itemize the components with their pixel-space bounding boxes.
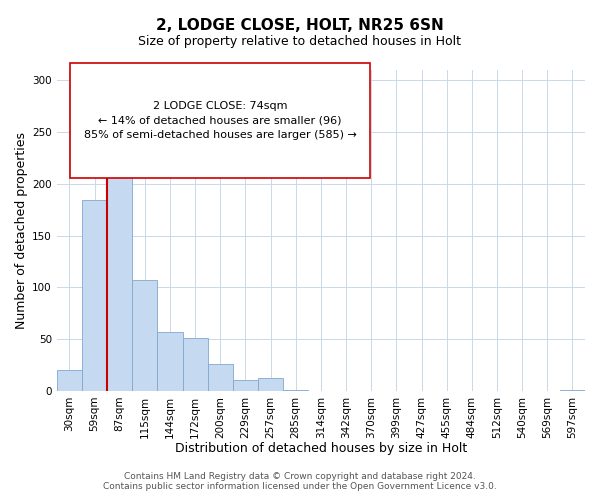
Bar: [182, 338, 208, 391]
Bar: [560, 390, 585, 391]
Text: 2 LODGE CLOSE: 74sqm
← 14% of detached houses are smaller (96)
85% of semi-detac: 2 LODGE CLOSE: 74sqm ← 14% of detached h…: [83, 101, 356, 140]
Text: 2, LODGE CLOSE, HOLT, NR25 6SN: 2, LODGE CLOSE, HOLT, NR25 6SN: [156, 18, 444, 32]
Text: Contains public sector information licensed under the Open Government Licence v3: Contains public sector information licen…: [103, 482, 497, 491]
Bar: [208, 364, 233, 391]
Bar: [157, 332, 182, 391]
X-axis label: Distribution of detached houses by size in Holt: Distribution of detached houses by size …: [175, 442, 467, 455]
Y-axis label: Number of detached properties: Number of detached properties: [15, 132, 28, 329]
Bar: [57, 370, 82, 391]
Bar: [258, 378, 283, 391]
Bar: [132, 280, 157, 391]
Text: Contains HM Land Registry data © Crown copyright and database right 2024.: Contains HM Land Registry data © Crown c…: [124, 472, 476, 481]
Text: Size of property relative to detached houses in Holt: Size of property relative to detached ho…: [139, 35, 461, 48]
Bar: [82, 200, 107, 391]
Bar: [283, 390, 308, 391]
Bar: [233, 380, 258, 391]
Bar: [107, 159, 132, 391]
